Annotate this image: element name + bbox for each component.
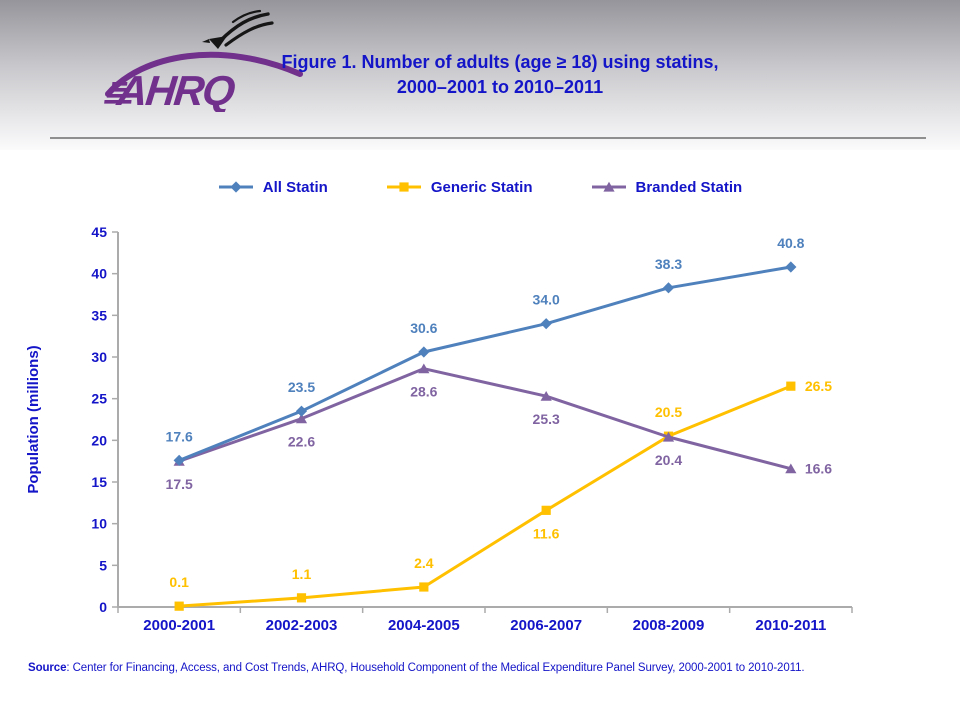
- header-divider: [50, 137, 926, 140]
- svg-text:5: 5: [99, 557, 107, 573]
- hhs-eagle-icon: [202, 9, 274, 49]
- series-all-statin: [173, 261, 797, 466]
- svg-text:10: 10: [91, 516, 107, 532]
- source-note: Source: Center for Financing, Access, an…: [28, 661, 938, 676]
- ahrq-logo: AHRQ: [100, 6, 310, 112]
- data-label: 30.6: [410, 320, 437, 336]
- svg-text:15: 15: [91, 474, 107, 490]
- source-label: Source: [28, 662, 67, 674]
- series-labels-branded-statin: 17.5 22.6 28.6 25.3 20.4 16.6: [166, 384, 833, 492]
- legend-item-generic-statin: Generic Statin: [386, 179, 533, 196]
- ahrq-wordmark: AHRQ: [104, 51, 303, 112]
- svg-text:2002-2003: 2002-2003: [266, 617, 338, 634]
- data-label: 17.5: [166, 476, 193, 492]
- series-labels-all-statin: 17.6 23.5 30.6 34.0 38.3 40.8: [166, 235, 805, 444]
- data-label: 2.4: [414, 555, 434, 571]
- data-label: 20.4: [655, 452, 682, 468]
- svg-text:2008-2009: 2008-2009: [633, 617, 705, 634]
- data-label: 28.6: [410, 384, 437, 400]
- data-label: 16.6: [805, 461, 832, 477]
- svg-text:20: 20: [91, 432, 107, 448]
- legend-item-all-statin: All Statin: [218, 179, 328, 196]
- svg-text:2004-2005: 2004-2005: [388, 617, 460, 634]
- ahrq-wordmark-text: AHRQ: [114, 67, 238, 112]
- statin-chart: 0 5 10 15 20 25 30 35 40 45 2000-2001 2002-2003 2004…: [25, 224, 853, 634]
- series-generic-statin: [174, 381, 796, 611]
- data-label: 38.3: [655, 256, 682, 272]
- all-statin-legend-marker-icon: [218, 181, 253, 193]
- data-label: 23.5: [288, 379, 315, 395]
- svg-text:0: 0: [99, 599, 107, 615]
- legend-label-branded-statin: Branded Statin: [635, 178, 743, 196]
- svg-text:40: 40: [91, 266, 107, 282]
- legend-label-generic-statin: Generic Statin: [430, 178, 533, 196]
- data-label: 17.6: [166, 428, 193, 444]
- branded-statin-legend-marker-icon: [591, 181, 626, 192]
- svg-text:2010-2011: 2010-2011: [755, 617, 826, 634]
- data-label: 34.0: [533, 292, 560, 308]
- figure-title-line2: 2000–2001 to 2010–2011: [396, 77, 604, 97]
- svg-text:45: 45: [91, 224, 107, 240]
- chart-legend: All Statin Generic Statin Branded Statin: [0, 173, 960, 201]
- svg-text:35: 35: [91, 307, 107, 323]
- source-text: : Center for Financing, Access, and Cost…: [66, 662, 805, 674]
- figure-title: Figure 1. Number of adults (age ≥ 18) us…: [170, 50, 830, 100]
- legend-label-all-statin: All Statin: [262, 178, 328, 196]
- data-label: 40.8: [777, 235, 804, 251]
- data-label: 20.5: [655, 404, 682, 420]
- data-label: 22.6: [288, 434, 315, 450]
- header-band: AHRQ Figure 1. Number of adults (age ≥ 1…: [0, 0, 960, 150]
- svg-text:Population (millions): Population (millions): [25, 345, 42, 493]
- data-label: 1.1: [292, 566, 312, 582]
- svg-text:25: 25: [91, 391, 107, 407]
- series-branded-statin: [173, 363, 797, 474]
- legend-item-branded-statin: Branded Statin: [591, 178, 743, 196]
- series-labels-generic-statin: 0.1 1.1 2.4 11.6 20.5 26.5: [169, 378, 832, 590]
- data-label: 25.3: [533, 411, 560, 427]
- figure-title-line1: Figure 1. Number of adults (age ≥ 18) us…: [281, 52, 719, 72]
- svg-text:30: 30: [91, 349, 107, 365]
- generic-statin-legend-marker-icon: [386, 182, 421, 192]
- data-label: 11.6: [533, 525, 560, 541]
- svg-text:2006-2007: 2006-2007: [510, 617, 582, 634]
- svg-text:2000-2001: 2000-2001: [143, 617, 215, 634]
- data-label: 0.1: [169, 574, 189, 590]
- data-label: 26.5: [805, 378, 832, 394]
